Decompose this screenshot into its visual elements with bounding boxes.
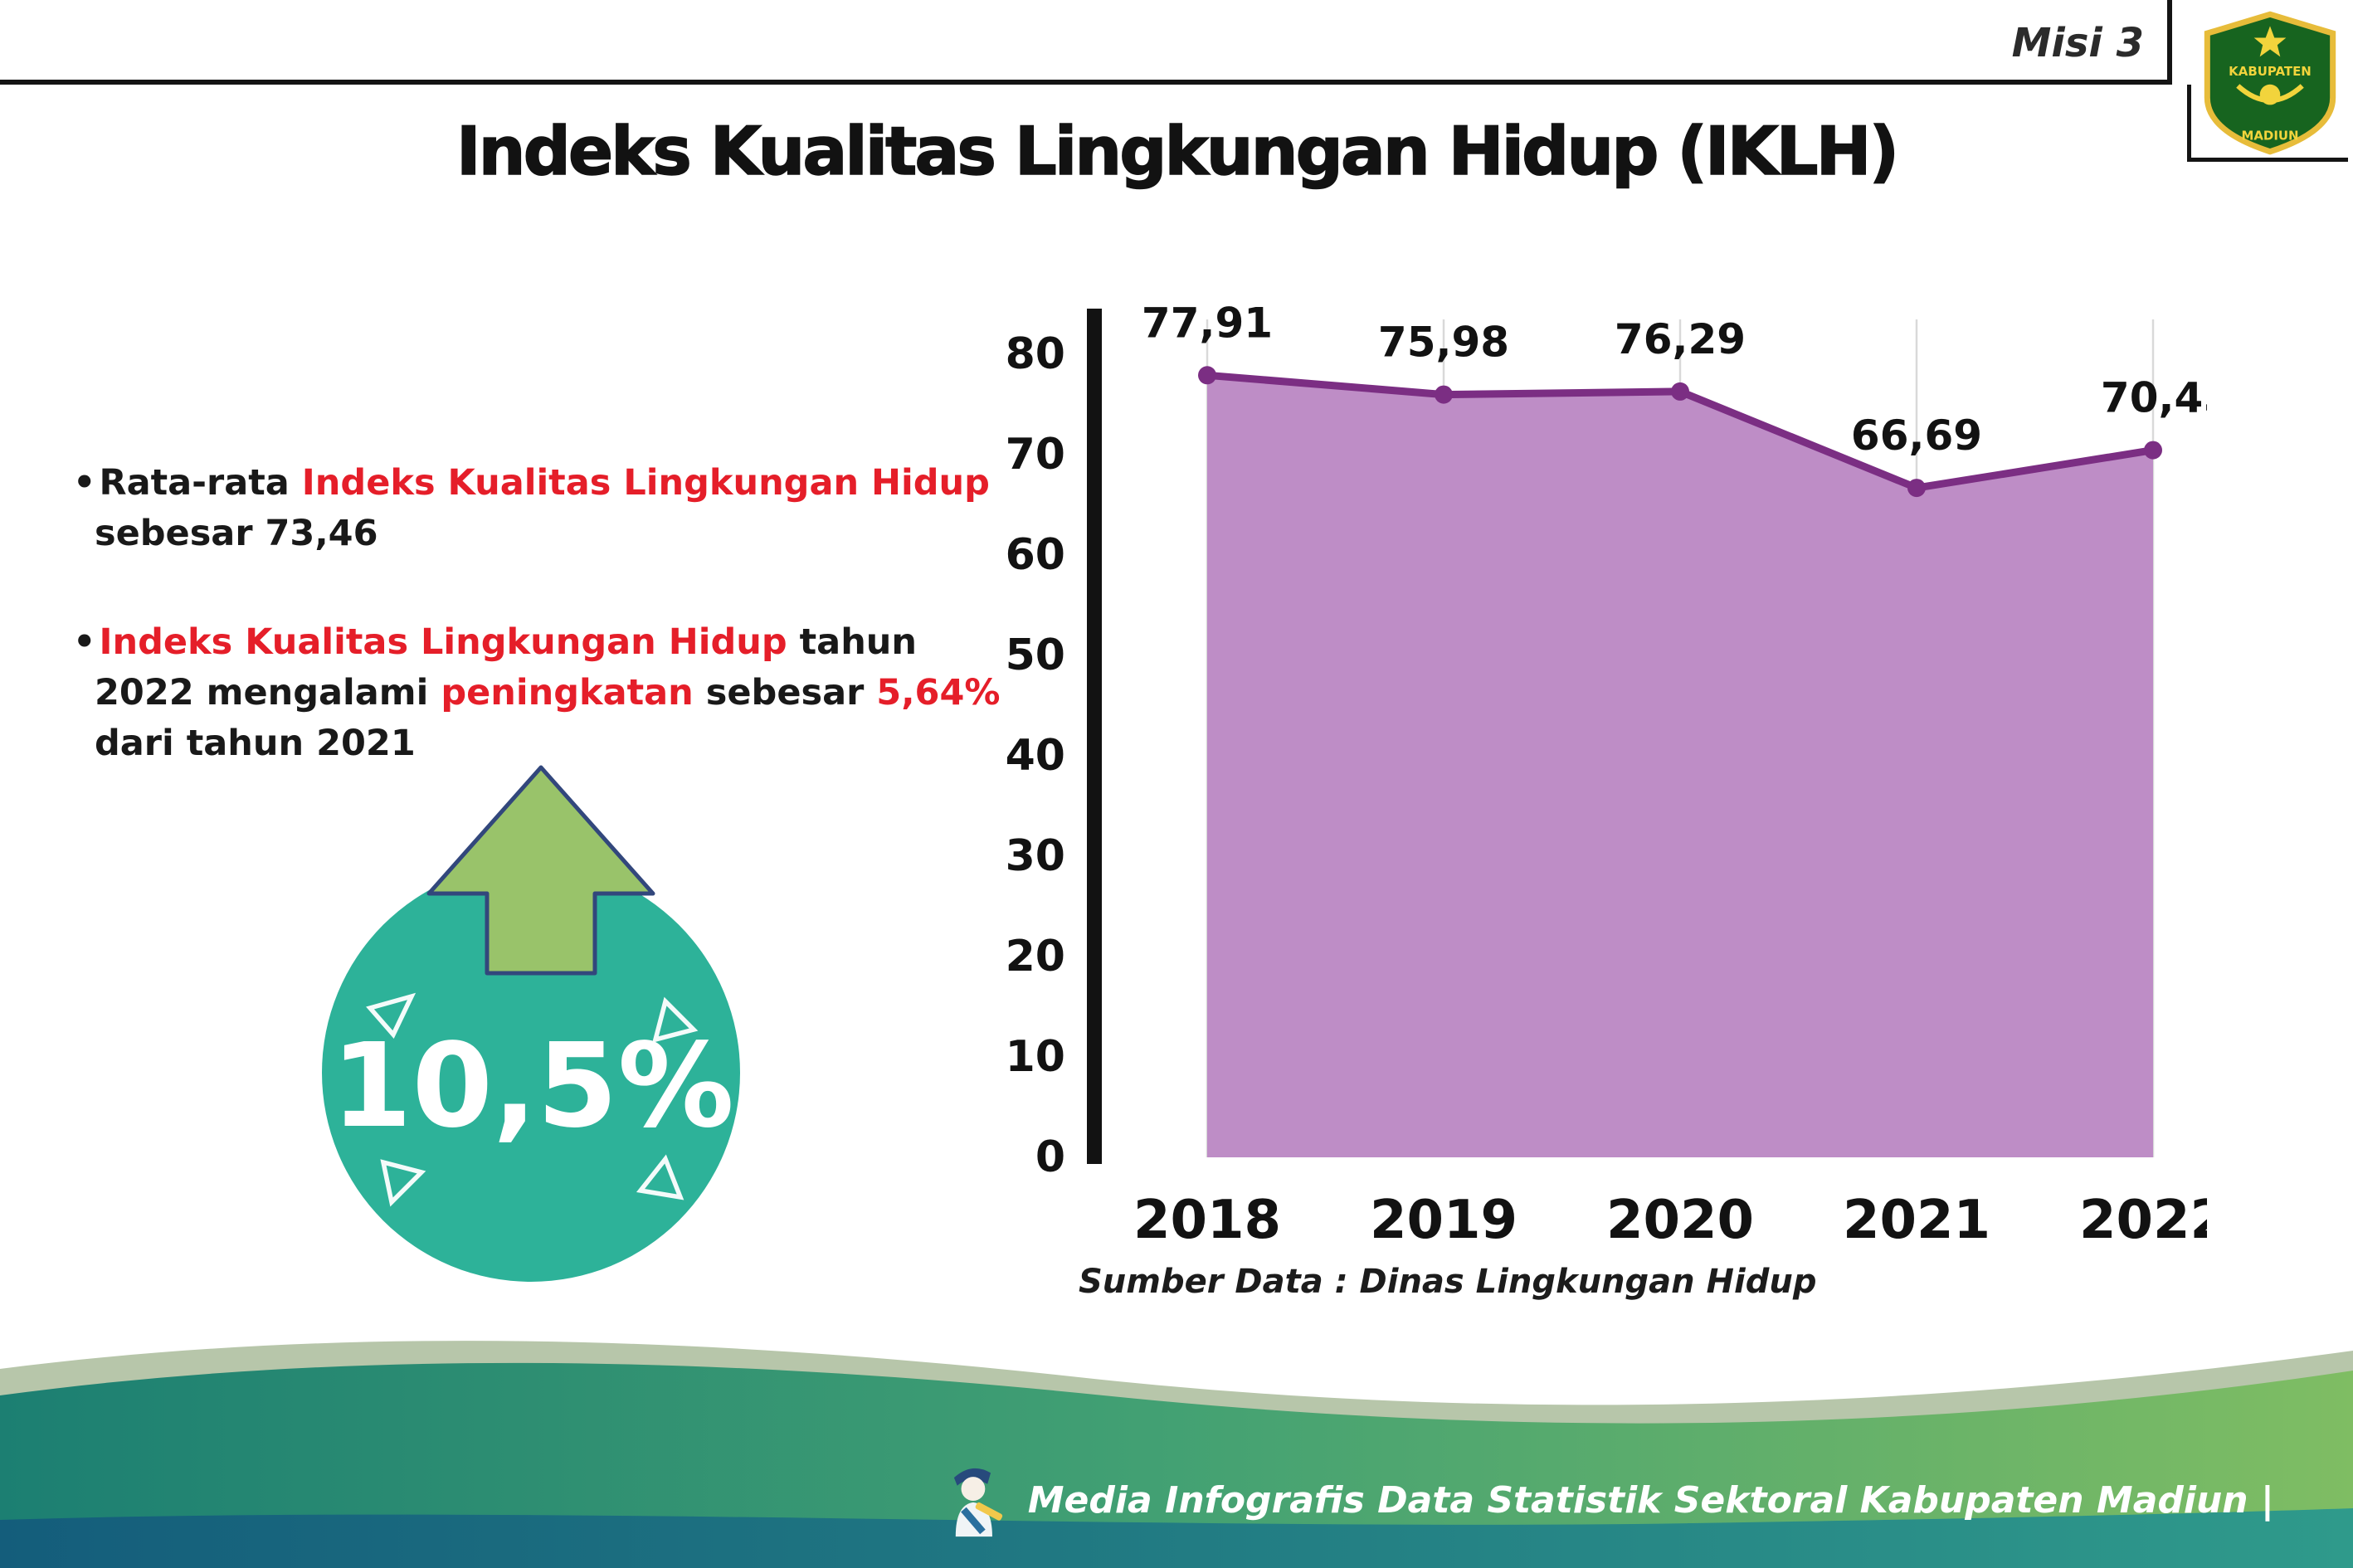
logo-text-bottom: MADIUN: [2241, 129, 2298, 144]
value-label: 66,69: [1851, 411, 1982, 460]
bullet-item: •Rata-rata Indeks Kualitas Lingkungan Hi…: [73, 458, 1019, 559]
logo-frame-vertical: [2187, 85, 2191, 161]
data-source-caption: Sumber Data : Dinas Lingkungan Hidup: [1079, 1263, 1817, 1301]
badge-ornaments: [366, 992, 699, 1207]
x-tick-label: 2018: [1133, 1190, 1281, 1251]
bullet-list: •Rata-rata Indeks Kualitas Lingkungan Hi…: [73, 458, 1019, 827]
iklh-area-chart: 77,91 75,98 76,29 66,69 70,45 0 10 20 30 40 50 60 70…: [1006, 299, 2207, 1251]
bullet-item: •Indeks Kualitas Lingkungan Hidup tahun …: [73, 617, 1019, 769]
mascot-pencil: [975, 1502, 1002, 1521]
data-point: [1198, 366, 1216, 385]
footer-caption: Media Infografis Data Statistik Sektoral…: [932, 1460, 2274, 1540]
y-tick-label: 20: [1006, 932, 1065, 981]
y-tick-label: 80: [1006, 329, 1065, 379]
misi-label: Misi 3: [2011, 20, 2144, 66]
bullet-text: Rata-rata Indeks Kualitas Lingkungan Hid…: [95, 462, 990, 554]
wave-bottom: [0, 1508, 2353, 1568]
y-tick-label: 60: [1006, 530, 1065, 580]
page-title: Indeks Kualitas Lingkungan Hidup (IKLH): [455, 112, 1900, 191]
text-segment: dari tahun 2021: [95, 723, 416, 765]
text-segment: Indeks Kualitas Lingkungan Hidup: [99, 621, 787, 664]
logo-text-top: KABUPATEN: [2229, 64, 2312, 79]
data-point: [2144, 441, 2162, 460]
text-segment: sebesar 73,46: [95, 513, 378, 555]
logo-star-icon: [2253, 26, 2287, 57]
triangle-ornament: [652, 996, 699, 1043]
up-arrow-icon: [426, 765, 655, 976]
text-segment: tahun 2022 mengalami: [95, 621, 918, 714]
y-axis: [1087, 309, 1102, 1164]
header-rule: [0, 80, 2167, 85]
logo-frame-horizontal: [2187, 158, 2348, 162]
logo-center-emblem: [2259, 84, 2281, 105]
bullet-marker: •: [73, 462, 96, 504]
text-segment: peningkatan: [441, 672, 694, 714]
data-point: [1435, 385, 1453, 404]
data-point: [1671, 382, 1689, 401]
x-tick-label: 2020: [1606, 1190, 1754, 1251]
triangle-ornament: [380, 1159, 426, 1207]
x-tick-label: 2022: [2079, 1190, 2207, 1251]
footer-waves: [0, 1341, 2353, 1568]
triangle-ornament: [366, 992, 417, 1039]
header-rule-step: [2167, 0, 2172, 85]
mascot-head: [961, 1477, 986, 1501]
y-tick-label: 10: [1006, 1032, 1065, 1082]
value-label: 77,91: [1142, 299, 1273, 347]
x-tick-label: 2019: [1370, 1190, 1518, 1251]
x-tick-label: 2021: [1843, 1190, 1990, 1251]
triangle-ornament: [636, 1154, 684, 1200]
y-tick-label: 0: [1035, 1132, 1065, 1182]
data-point: [1907, 479, 1926, 498]
mascot-sash: [960, 1507, 986, 1535]
footer-caption-text: Media Infografis Data Statistik Sektoral…: [1027, 1478, 2274, 1522]
value-label: 76,29: [1615, 315, 1746, 363]
y-tick-label: 50: [1006, 631, 1065, 680]
value-label: 75,98: [1378, 319, 1509, 367]
percent-increase-badge: 10,5%: [322, 765, 740, 1282]
text-segment: Rata-rata: [99, 462, 302, 504]
text-segment: Indeks Kualitas Lingkungan Hidup: [301, 462, 990, 504]
text-segment: sebesar: [693, 672, 877, 714]
percent-value: 10,5%: [331, 1019, 734, 1154]
text-segment: 5,64%: [876, 672, 1001, 714]
bullet-text: Indeks Kualitas Lingkungan Hidup tahun 2…: [95, 621, 1000, 764]
mascot-icon: [953, 1468, 1002, 1537]
y-tick-label: 70: [1006, 430, 1065, 480]
value-label: 70,45: [2101, 374, 2207, 422]
badge-circle: [322, 864, 740, 1282]
y-tick-label: 30: [1006, 831, 1065, 881]
area-fill: [1207, 375, 2153, 1157]
logo-shield: [2204, 11, 2336, 155]
kabupaten-madiun-logo: KABUPATEN MADIUN: [2204, 11, 2336, 155]
y-tick-label: 40: [1006, 731, 1065, 781]
bullet-marker: •: [73, 621, 96, 664]
